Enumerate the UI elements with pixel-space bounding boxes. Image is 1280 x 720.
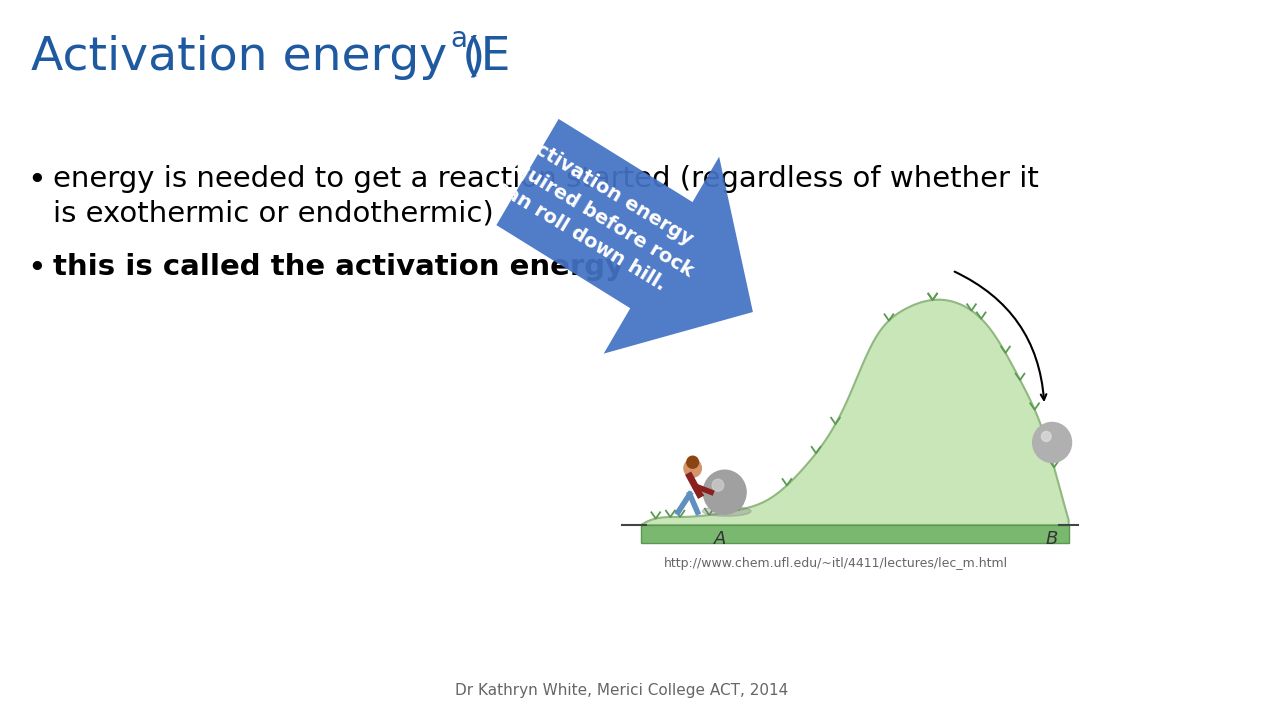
Circle shape [1033, 423, 1071, 462]
Polygon shape [497, 119, 753, 354]
Text: •: • [27, 253, 46, 284]
Text: A: A [714, 530, 726, 548]
Circle shape [1042, 431, 1051, 441]
Text: is exothermic or endothermic): is exothermic or endothermic) [54, 199, 494, 227]
Text: Dr Kathryn White, Merici College ACT, 2014: Dr Kathryn White, Merici College ACT, 20… [456, 683, 788, 698]
Bar [641, 525, 1069, 543]
Text: http://www.chem.ufl.edu/~itl/4411/lectures/lec_m.html: http://www.chem.ufl.edu/~itl/4411/lectur… [663, 557, 1007, 570]
Text: Activation energy (E: Activation energy (E [31, 35, 511, 80]
Text: B: B [1046, 530, 1059, 548]
Text: •: • [27, 165, 46, 196]
Text: a: a [451, 25, 467, 53]
Text: Activation energy
required before rock
can roll down hill.: Activation energy required before rock c… [479, 124, 710, 303]
Circle shape [684, 459, 701, 477]
Circle shape [712, 480, 723, 491]
Circle shape [687, 456, 699, 468]
Circle shape [703, 470, 746, 514]
Text: this is called the activation energy: this is called the activation energy [54, 253, 625, 281]
Ellipse shape [703, 506, 751, 516]
Polygon shape [641, 300, 1069, 525]
Text: ): ) [466, 35, 485, 80]
Text: energy is needed to get a reaction started (regardless of whether it: energy is needed to get a reaction start… [54, 165, 1039, 193]
